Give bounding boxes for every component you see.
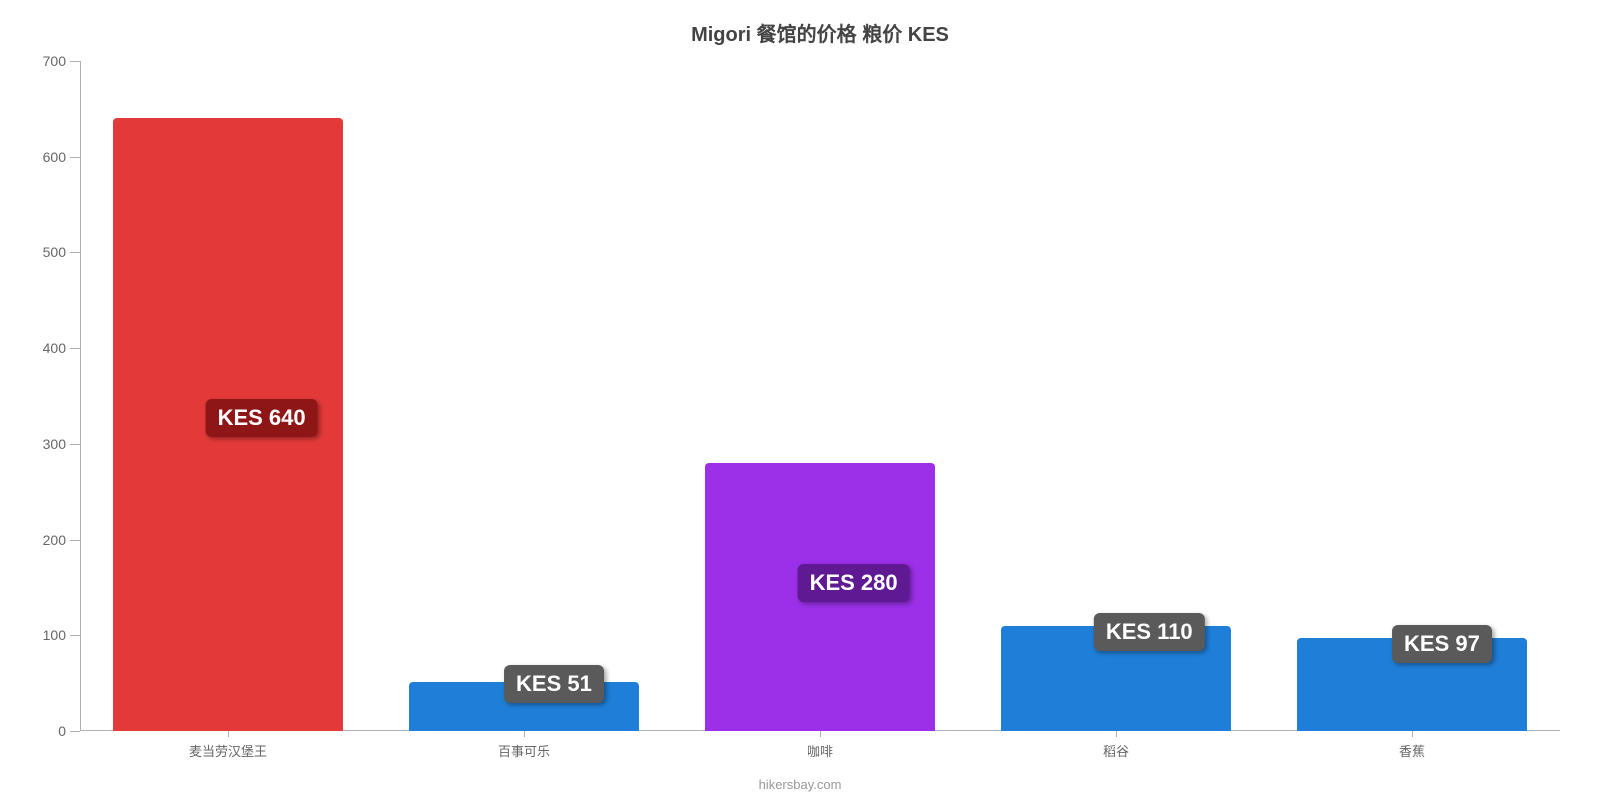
y-tick-label: 300 (43, 436, 66, 452)
value-badge: KES 280 (798, 564, 910, 602)
y-tick-label: 100 (43, 627, 66, 643)
value-badge: KES 110 (1094, 613, 1205, 651)
y-tick (70, 157, 80, 158)
x-tick-label: 百事可乐 (498, 741, 550, 760)
y-tick-label: 0 (58, 723, 66, 739)
bar-slot: KES 280咖啡 (672, 61, 968, 731)
chart-footer: hikersbay.com (0, 777, 1600, 792)
x-tick (1412, 731, 1413, 737)
y-tick (70, 444, 80, 445)
value-badge: KES 97 (1392, 625, 1492, 663)
x-tick-label: 稻谷 (1103, 741, 1129, 760)
x-tick-label: 麦当劳汉堡王 (189, 741, 267, 760)
bar-slot: KES 97香蕉 (1264, 61, 1560, 731)
x-tick (524, 731, 525, 737)
y-tick-label: 400 (43, 340, 66, 356)
chart-title: Migori 餐馆的价格 粮价 KES (80, 18, 1560, 47)
bar-slot: KES 110稻谷 (968, 61, 1264, 731)
y-tick (70, 61, 80, 62)
value-badge: KES 51 (504, 665, 604, 703)
y-tick (70, 252, 80, 253)
y-tick-label: 700 (43, 53, 66, 69)
y-tick (70, 348, 80, 349)
y-tick-label: 500 (43, 244, 66, 260)
x-tick (820, 731, 821, 737)
x-tick (1116, 731, 1117, 737)
bar-slot: KES 51百事可乐 (376, 61, 672, 731)
x-tick (228, 731, 229, 737)
y-tick (70, 540, 80, 541)
plot-area: 0100200300400500600700 KES 640麦当劳汉堡王KES … (80, 61, 1560, 731)
y-tick-label: 600 (43, 149, 66, 165)
bars-group: KES 640麦当劳汉堡王KES 51百事可乐KES 280咖啡KES 110稻… (80, 61, 1560, 731)
y-tick (70, 731, 80, 732)
chart-container: Migori 餐馆的价格 粮价 KES 01002003004005006007… (0, 0, 1600, 800)
x-tick-label: 咖啡 (807, 741, 833, 760)
bar-slot: KES 640麦当劳汉堡王 (80, 61, 376, 731)
y-tick-label: 200 (43, 532, 66, 548)
x-tick-label: 香蕉 (1399, 741, 1425, 760)
value-badge: KES 640 (206, 399, 318, 437)
y-tick (70, 635, 80, 636)
